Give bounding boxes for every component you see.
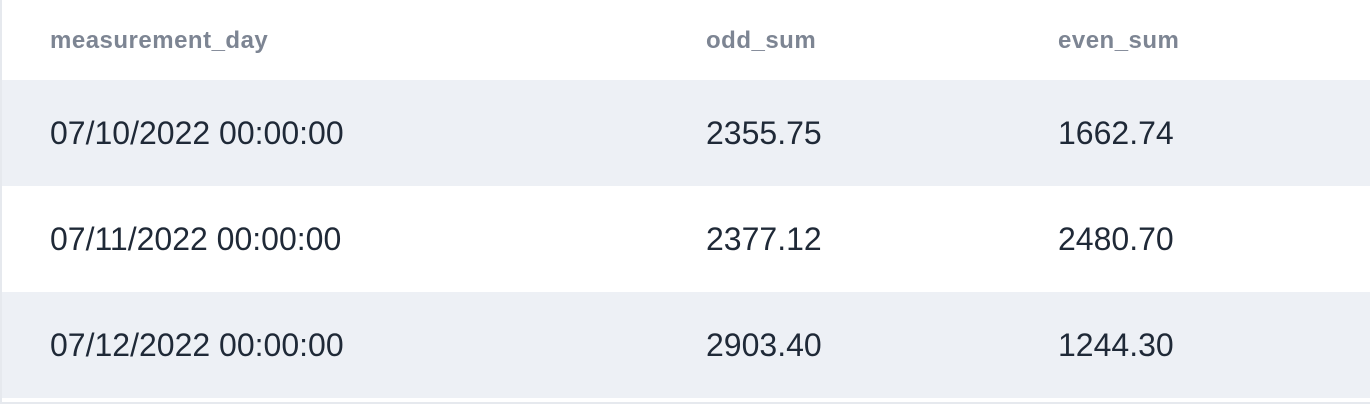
table-header-row: measurement_day odd_sum even_sum [2, 0, 1370, 80]
column-header-odd-sum[interactable]: odd_sum [706, 27, 817, 54]
cell-odd-sum: 2377.12 [706, 220, 822, 257]
cell-odd-sum: 2903.40 [706, 326, 822, 363]
table-row[interactable]: 07/11/2022 00:00:00 2377.12 2480.70 [2, 186, 1370, 292]
cell-even-sum: 2480.70 [1058, 220, 1174, 257]
cell-measurement-day: 07/12/2022 00:00:00 [50, 326, 344, 363]
cell-odd-sum: 2355.75 [706, 114, 822, 151]
column-header-even-sum[interactable]: even_sum [1058, 27, 1180, 54]
cell-measurement-day: 07/10/2022 00:00:00 [50, 114, 344, 151]
cell-even-sum: 1662.74 [1058, 114, 1174, 151]
table-left-border [0, 0, 2, 404]
table-row[interactable]: 07/10/2022 00:00:00 2355.75 1662.74 [2, 80, 1370, 186]
column-header-measurement-day[interactable]: measurement_day [50, 27, 269, 54]
table-row[interactable]: 07/12/2022 00:00:00 2903.40 1244.30 [2, 292, 1370, 398]
cell-even-sum: 1244.30 [1058, 326, 1174, 363]
cell-measurement-day: 07/11/2022 00:00:00 [50, 220, 342, 257]
